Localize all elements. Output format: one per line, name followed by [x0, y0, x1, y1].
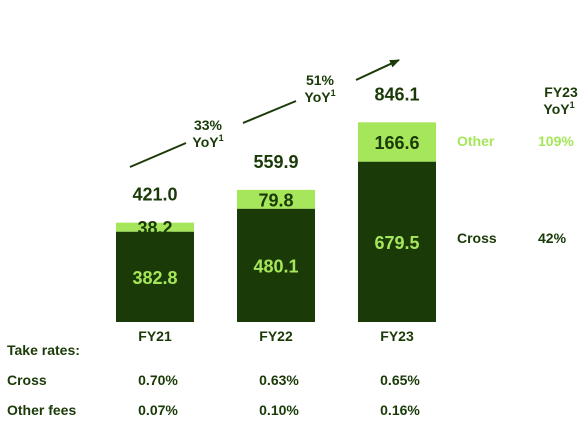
- legend-header-fy23: FY23: [544, 84, 578, 100]
- bars-group: [116, 122, 436, 322]
- legend-cross: Cross: [457, 230, 497, 246]
- growth-arrow: [355, 59, 400, 81]
- growth-yoy-1: YoY1: [304, 88, 335, 105]
- label-total-fy21: 421.0: [132, 185, 177, 205]
- bar-other-fy22: [237, 189, 315, 209]
- take-rate-label-0: Cross: [7, 372, 47, 388]
- label-other-fy22: 79.8: [258, 190, 293, 210]
- legend-yoy-other: 109%: [538, 133, 574, 149]
- bar-cross-fy22: [237, 208, 315, 322]
- tick-fy21: FY21: [138, 328, 172, 344]
- tick-fy23: FY23: [380, 328, 414, 344]
- labels-group: 382.8 38.2 421.0 FY21 480.1 79.8 559.9 FY22 679.…: [132, 84, 419, 344]
- take-rate-value-1-2: 0.16%: [380, 402, 420, 418]
- growth-line-fy21-fy22: [129, 142, 187, 168]
- take-rates-title: Take rates:: [7, 342, 80, 358]
- legend-other: Other: [457, 133, 495, 149]
- bar-cross-fy21: [116, 231, 194, 322]
- take-rate-value-0-2: 0.65%: [380, 372, 420, 388]
- take-rate-label-1: Other fees: [7, 402, 76, 418]
- growth-pct-1: 51%: [306, 72, 335, 88]
- label-cross-fy22: 480.1: [253, 256, 298, 276]
- growth-yoy-0: YoY1: [192, 133, 223, 150]
- label-cross-fy21: 382.8: [132, 268, 177, 288]
- label-cross-fy23: 679.5: [374, 233, 419, 253]
- growth-line-fy22-fy23: [242, 100, 297, 124]
- growth-pct-0: 33%: [194, 117, 223, 133]
- take-rate-value-0-1: 0.63%: [259, 372, 299, 388]
- take-rate-value-1-1: 0.10%: [259, 402, 299, 418]
- label-total-fy23: 846.1: [374, 84, 419, 104]
- bar-cross-fy23: [358, 161, 436, 322]
- legend-header-yoy: YoY1: [543, 100, 574, 117]
- take-rates-table: Take rates: Cross 0.70% 0.63% 0.65% Other fee…: [7, 342, 420, 418]
- take-rate-value-1-0: 0.07%: [138, 402, 178, 418]
- tick-fy22: FY22: [259, 328, 293, 344]
- take-rate-value-0-0: 0.70%: [138, 372, 178, 388]
- legend-yoy-cross: 42%: [538, 230, 567, 246]
- bar-other-fy23: [358, 122, 436, 162]
- bar-other-fy21: [116, 222, 194, 232]
- label-other-fy21: 38.2: [137, 218, 172, 238]
- label-other-fy23: 166.6: [374, 133, 419, 153]
- label-total-fy22: 559.9: [253, 152, 298, 172]
